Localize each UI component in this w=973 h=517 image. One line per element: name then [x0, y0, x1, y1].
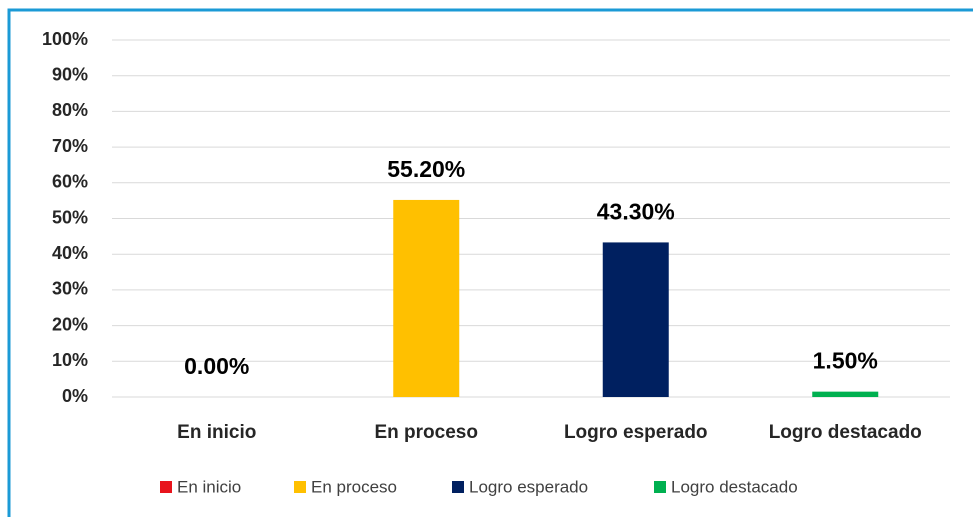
y-tick-label: 50% — [52, 207, 88, 227]
legend-swatch — [654, 481, 666, 493]
x-tick-label: Logro destacado — [769, 422, 922, 443]
y-tick-label: 0% — [62, 386, 88, 406]
y-tick-label: 30% — [52, 279, 88, 299]
y-tick-label: 100% — [42, 29, 88, 49]
y-tick-label: 20% — [52, 314, 88, 334]
legend-label: En proceso — [311, 477, 397, 496]
legend-swatch — [452, 481, 464, 493]
x-tick-label: Logro esperado — [564, 422, 708, 443]
y-tick-label: 40% — [52, 243, 88, 263]
legend-swatch — [160, 481, 172, 493]
value-label: 43.30% — [597, 198, 675, 224]
y-tick-label: 80% — [52, 100, 88, 120]
bar — [812, 391, 879, 397]
legend-label: En inicio — [177, 477, 241, 496]
bar — [602, 242, 669, 397]
legend-label: Logro esperado — [469, 477, 588, 496]
frame — [7, 8, 973, 517]
legend-label: Logro destacado — [671, 477, 798, 496]
x-tick-label: En inicio — [177, 422, 256, 443]
value-label: 55.20% — [387, 156, 465, 182]
value-label: 0.00% — [184, 353, 249, 379]
y-tick-label: 90% — [52, 64, 88, 84]
y-tick-label: 60% — [52, 172, 88, 192]
y-tick-label: 70% — [52, 136, 88, 156]
x-tick-label: En proceso — [375, 422, 478, 443]
bar — [393, 199, 460, 397]
y-tick-label: 10% — [52, 350, 88, 370]
value-label: 1.50% — [813, 348, 878, 374]
legend-swatch — [294, 481, 306, 493]
